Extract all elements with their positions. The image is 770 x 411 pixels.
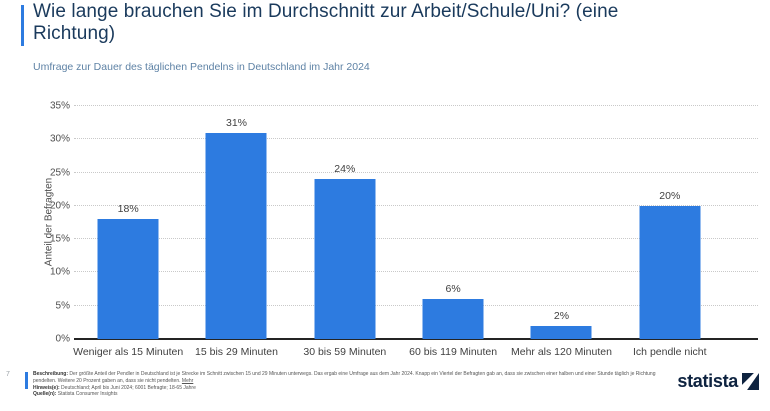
plot-area: 18% Weniger als 15 Minuten 31% 15 bis 29 Mi… bbox=[73, 105, 758, 358]
y-axis-tick-label: 0% bbox=[55, 333, 70, 345]
x-axis-category-label: Mehr als 120 Minuten bbox=[510, 346, 612, 358]
bar[interactable] bbox=[639, 205, 701, 339]
gridline bbox=[74, 171, 758, 173]
more-link[interactable]: Mehr bbox=[181, 377, 194, 384]
y-axis-tick-label: 15% bbox=[49, 233, 70, 245]
x-axis-category-label: 30 bis 59 Minuten bbox=[303, 346, 387, 358]
x-axis-category-label: 60 bis 119 Minuten bbox=[409, 346, 498, 358]
bar-value-label: 2% bbox=[553, 309, 570, 322]
x-axis-line bbox=[74, 338, 758, 340]
gridline bbox=[74, 304, 758, 306]
footer-notes: Beschreibung: Der größte Anteil der Pend… bbox=[33, 371, 661, 398]
bar-slot: 31% 15 bis 29 Minuten bbox=[182, 106, 290, 358]
bar-value-label: 24% bbox=[334, 163, 356, 176]
y-axis-tick-label: 25% bbox=[49, 167, 70, 179]
bar-slot: 18% Weniger als 15 Minuten bbox=[73, 106, 183, 358]
description-label: Beschreibung: bbox=[33, 371, 69, 377]
footnote-marker: 7 bbox=[6, 371, 10, 378]
gridline bbox=[74, 204, 758, 206]
bar-value-label: 20% bbox=[659, 189, 681, 202]
source-label: Quelle(n): bbox=[33, 391, 57, 398]
description-text: Der größte Anteil der Pendler in Deutsch… bbox=[33, 371, 656, 384]
bar[interactable] bbox=[97, 219, 159, 339]
statista-wordmark: statista bbox=[677, 371, 738, 391]
gridline bbox=[74, 105, 758, 106]
bar-slot: 2% Mehr als 120 Minuten bbox=[507, 106, 615, 358]
chart-title: Wie lange brauchen Sie im Durchschnitt z… bbox=[33, 1, 619, 45]
y-axis-tick-labels: 0% 5% 10% 15% 20% 25% 30% 35% bbox=[0, 101, 70, 345]
bar-slot: 20% Ich pendle nicht bbox=[616, 106, 724, 358]
gridline bbox=[74, 238, 758, 240]
y-axis-tick-label: 30% bbox=[49, 133, 70, 145]
y-axis-tick-label: 5% bbox=[55, 300, 70, 312]
bar[interactable] bbox=[205, 132, 267, 339]
bar[interactable] bbox=[314, 179, 376, 339]
chart-subtitle: Umfrage zur Dauer des täglichen Pendelns… bbox=[33, 61, 370, 73]
bar-slot: 24% 30 bis 59 Minuten bbox=[291, 106, 399, 358]
source-text: Statista Consumer Insights bbox=[56, 391, 118, 398]
y-axis-tick-label: 10% bbox=[49, 266, 70, 278]
title-accent-bar bbox=[21, 5, 24, 46]
hints-label: Hinweis(e): bbox=[33, 384, 60, 391]
y-axis-tick-label: 35% bbox=[49, 100, 70, 112]
bar-value-label: 31% bbox=[225, 116, 247, 129]
x-axis-category-label: 15 bis 29 Minuten bbox=[195, 346, 278, 358]
x-axis-category-label: Ich pendle nicht bbox=[633, 346, 707, 358]
bar-slot: 6% 60 bis 119 Minuten bbox=[399, 106, 507, 358]
bar-value-label: 6% bbox=[445, 283, 461, 296]
bar-series: 18% Weniger als 15 Minuten 31% 15 bis 29 Mi… bbox=[73, 106, 724, 358]
gridline bbox=[74, 138, 758, 140]
statista-logo-icon bbox=[742, 372, 759, 390]
y-axis-tick-label: 20% bbox=[49, 200, 70, 212]
statista-logo: statista bbox=[677, 372, 759, 390]
bar[interactable] bbox=[530, 325, 592, 339]
x-axis-category-label: Weniger als 15 Minuten bbox=[73, 346, 184, 358]
hints-text: Deutschland; April bis Juni 2024; 6001 B… bbox=[59, 384, 196, 391]
bar-value-label: 18% bbox=[117, 203, 139, 216]
gridline bbox=[74, 271, 758, 273]
bar[interactable] bbox=[422, 299, 484, 339]
footer-accent-bar bbox=[25, 372, 28, 389]
